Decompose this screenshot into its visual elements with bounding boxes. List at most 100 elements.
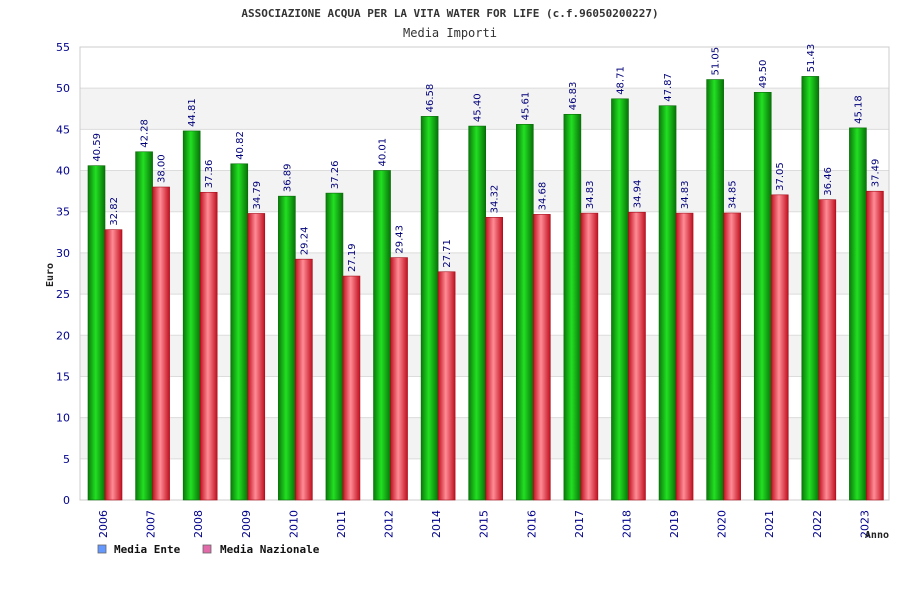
y-tick-label: 20 bbox=[56, 329, 70, 342]
x-tick-label: 2014 bbox=[430, 510, 443, 538]
data-label: 40.01 bbox=[378, 138, 389, 167]
x-tick-label: 2021 bbox=[763, 510, 776, 538]
x-axis-ticks: 2006 2007 2008 2009 2010 2011 2012 2014 2015 2016… bbox=[97, 510, 871, 538]
data-label: 27.19 bbox=[347, 243, 358, 272]
data-label: 37.05 bbox=[775, 162, 786, 191]
y-axis-title: Euro bbox=[45, 263, 56, 287]
bar-media-nazionale bbox=[485, 217, 504, 501]
x-tick-label: 2023 bbox=[858, 510, 871, 538]
x-tick-label: 2008 bbox=[192, 510, 205, 538]
bar-media-ente bbox=[706, 79, 724, 501]
x-tick-label: 2019 bbox=[668, 510, 681, 538]
data-label: 51.05 bbox=[711, 47, 722, 76]
data-label: 34.85 bbox=[728, 180, 739, 209]
x-tick-label: 2006 bbox=[97, 510, 110, 538]
data-label: 51.43 bbox=[806, 44, 817, 73]
bar-media-ente bbox=[753, 92, 772, 501]
data-label: 34.94 bbox=[632, 180, 643, 209]
x-tick-label: 2020 bbox=[716, 510, 729, 538]
data-label: 46.58 bbox=[425, 84, 436, 113]
bar-media-nazionale bbox=[866, 190, 884, 501]
data-label: 37.49 bbox=[870, 159, 881, 188]
bar-media-ente bbox=[278, 195, 296, 501]
bar-media-ente bbox=[658, 105, 677, 501]
legend-swatch-media-nazionale bbox=[202, 544, 212, 554]
bar-media-nazionale bbox=[675, 212, 694, 501]
bar-media-nazionale bbox=[532, 214, 551, 501]
bar-media-ente bbox=[563, 113, 582, 501]
data-label: 46.83 bbox=[568, 82, 579, 111]
y-tick-label: 10 bbox=[56, 412, 70, 425]
x-axis-title: Anno bbox=[865, 530, 889, 541]
data-label: 48.71 bbox=[615, 66, 626, 95]
bar-media-ente bbox=[230, 163, 249, 501]
data-label: 36.46 bbox=[823, 167, 834, 196]
data-label: 29.43 bbox=[395, 225, 406, 254]
bar-media-nazionale bbox=[390, 257, 408, 501]
data-label: 40.82 bbox=[235, 131, 246, 160]
y-tick-label: 50 bbox=[56, 82, 70, 95]
chart-title: ASSOCIAZIONE ACQUA PER LA VITA WATER FOR… bbox=[241, 7, 658, 20]
bar-media-nazionale bbox=[342, 275, 361, 501]
data-labels: 40.59 32.82 42.28 38.00 44.81 37.36 40.82 34.79… bbox=[92, 44, 881, 272]
bar-media-nazionale bbox=[437, 271, 456, 501]
bar-media-ente bbox=[373, 170, 391, 501]
legend-label-media-nazionale: Media Nazionale bbox=[220, 543, 320, 556]
y-tick-label: 35 bbox=[56, 206, 70, 219]
y-tick-label: 30 bbox=[56, 247, 70, 260]
bars bbox=[87, 76, 884, 501]
bar-media-ente bbox=[135, 151, 153, 501]
legend-label-media-ente: Media Ente bbox=[114, 543, 181, 556]
bar-media-nazionale bbox=[199, 191, 218, 501]
bar-media-nazionale bbox=[247, 213, 266, 501]
legend: Media Ente Media Nazionale bbox=[97, 543, 320, 556]
y-tick-label: 0 bbox=[63, 494, 70, 507]
data-label: 32.82 bbox=[109, 197, 120, 226]
bar-media-ente bbox=[182, 130, 201, 501]
y-tick-label: 25 bbox=[56, 288, 70, 301]
x-tick-label: 2010 bbox=[287, 510, 300, 538]
bar-media-nazionale bbox=[770, 194, 789, 501]
bar-media-nazionale bbox=[818, 199, 837, 501]
bar-media-ente bbox=[849, 127, 867, 501]
chart-subtitle: Media Importi bbox=[403, 26, 497, 40]
x-tick-label: 2017 bbox=[573, 510, 586, 538]
data-label: 37.36 bbox=[204, 160, 215, 189]
bar-media-ente bbox=[515, 124, 534, 501]
bar-media-nazionale bbox=[723, 212, 741, 501]
data-label: 42.28 bbox=[140, 119, 151, 148]
bar-media-nazionale bbox=[295, 258, 313, 501]
y-tick-label: 5 bbox=[63, 453, 70, 466]
bar-media-nazionale bbox=[104, 229, 123, 501]
x-tick-label: 2007 bbox=[145, 510, 158, 538]
y-tick-label: 40 bbox=[56, 165, 70, 178]
data-label: 29.24 bbox=[299, 227, 310, 256]
data-label: 45.18 bbox=[853, 95, 864, 124]
bar-media-nazionale bbox=[152, 186, 170, 501]
bar-media-nazionale bbox=[580, 212, 599, 501]
data-label: 47.87 bbox=[663, 73, 674, 102]
y-axis-ticks: 0 5 10 15 20 25 30 35 40 45 50 55 bbox=[56, 41, 70, 507]
x-tick-label: 2015 bbox=[478, 510, 491, 538]
grid-band bbox=[80, 47, 889, 89]
x-tick-label: 2018 bbox=[620, 510, 633, 538]
legend-swatch-media-ente bbox=[97, 544, 107, 554]
data-label: 45.61 bbox=[520, 92, 531, 121]
data-label: 38.00 bbox=[157, 154, 168, 183]
bar-media-nazionale bbox=[628, 211, 646, 501]
bar-media-ente bbox=[801, 76, 820, 501]
data-label: 36.89 bbox=[282, 164, 293, 193]
x-tick-label: 2011 bbox=[335, 510, 348, 538]
x-tick-label: 2016 bbox=[525, 510, 538, 538]
data-label: 34.32 bbox=[490, 185, 501, 214]
data-label: 44.81 bbox=[187, 98, 198, 127]
x-tick-label: 2022 bbox=[811, 510, 824, 538]
y-tick-label: 45 bbox=[56, 123, 70, 136]
y-tick-label: 55 bbox=[56, 41, 70, 54]
data-label: 37.26 bbox=[330, 160, 341, 189]
data-label: 34.83 bbox=[680, 180, 691, 209]
y-tick-label: 15 bbox=[56, 370, 70, 383]
data-label: 34.83 bbox=[585, 180, 596, 209]
x-tick-label: 2012 bbox=[383, 510, 396, 538]
